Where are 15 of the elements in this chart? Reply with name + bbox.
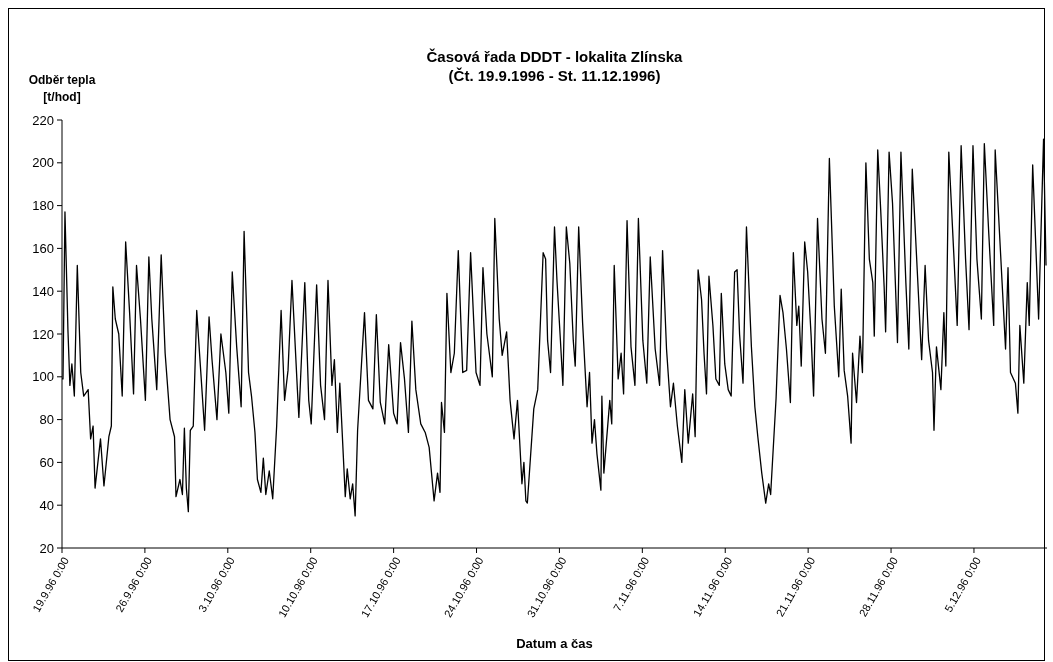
y-tick-label: 160: [32, 240, 54, 256]
y-tick-label: 80: [39, 412, 54, 428]
y-tick-label: 180: [32, 198, 54, 214]
y-tick-label: 220: [32, 112, 54, 128]
y-tick-label: 60: [39, 454, 54, 470]
chart-subtitle: (Čt. 19.9.1996 - St. 11.12.1996): [448, 67, 661, 84]
y-tick-label: 200: [32, 155, 54, 171]
y-tick-label: 40: [39, 497, 54, 513]
y-tick-label: 100: [32, 369, 54, 385]
chart-title: Časová řada DDDT - lokalita Zlínska: [426, 48, 684, 65]
y-tick-label: 140: [32, 283, 54, 299]
y-tick-label: 20: [39, 540, 54, 556]
x-axis-title: Datum a čas: [516, 636, 593, 651]
y-tick-label: 120: [32, 326, 54, 342]
y-axis-title: Odběr tepla [t/hod]: [28, 73, 96, 104]
